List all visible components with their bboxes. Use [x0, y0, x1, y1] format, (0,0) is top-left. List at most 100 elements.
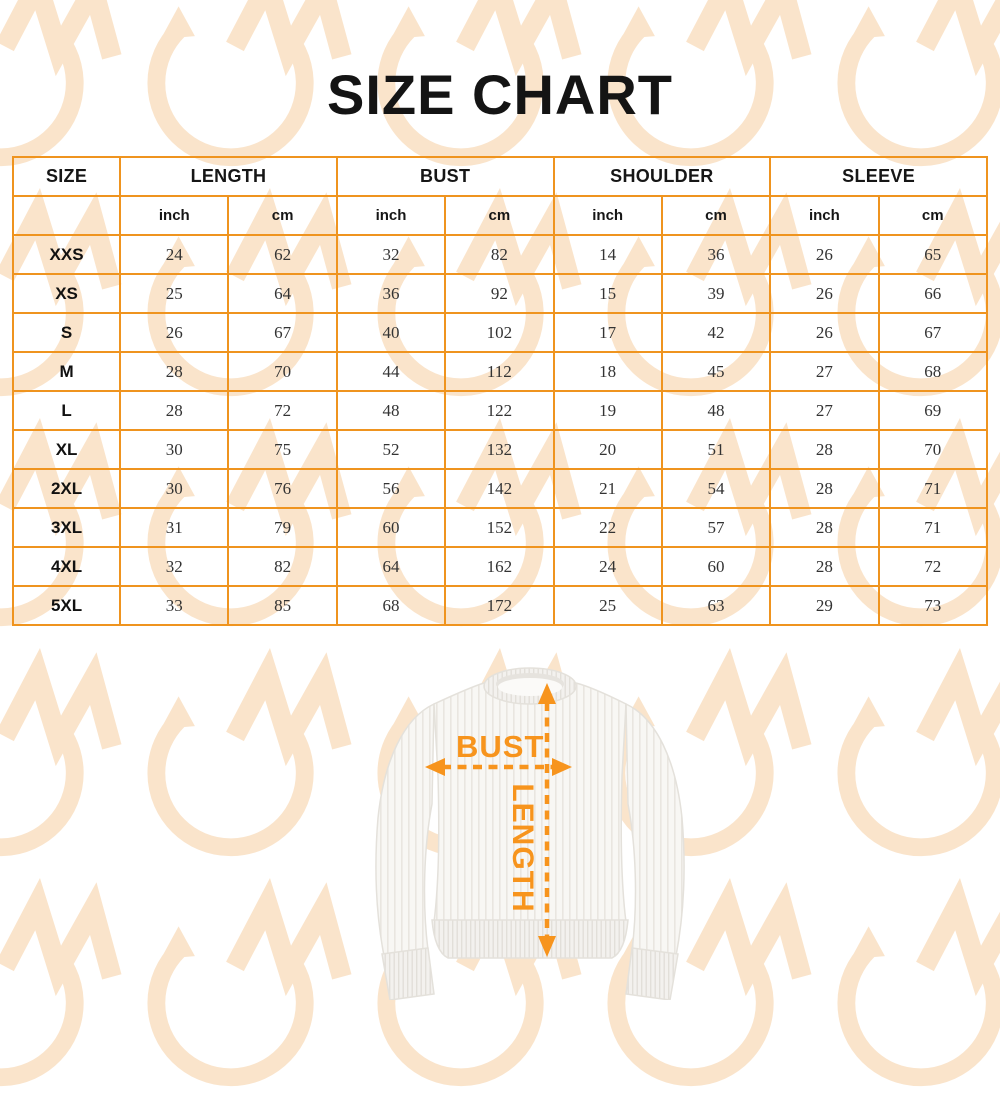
measurement-cell: 51: [660, 429, 772, 470]
measurement-cell: 172: [444, 585, 555, 626]
measurement-cell: 28: [769, 468, 880, 509]
measurement-cell: 39: [660, 273, 772, 314]
measurement-cell: 132: [444, 429, 555, 470]
logo-watermark-icon: [0, 878, 122, 1087]
size-label: XXS: [11, 234, 122, 275]
measurement-cell: 18: [552, 351, 663, 392]
measurement-cell: 92: [444, 273, 555, 314]
measurement-cell: 152: [444, 507, 555, 548]
measurement-cell: 71: [877, 507, 989, 548]
measurement-cell: 102: [444, 312, 555, 353]
measurement-cell: 67: [877, 312, 989, 353]
unit-header: cm: [227, 195, 338, 236]
left-cuff: [381, 947, 435, 1000]
hem-band: [431, 919, 629, 959]
measurement-cell: 17: [552, 312, 663, 353]
measurement-cell: 31: [119, 507, 230, 548]
measurement-cell: 71: [877, 468, 989, 509]
measurement-cell: 19: [552, 390, 663, 431]
measurement-cell: 32: [335, 234, 447, 275]
unit-header: inch: [119, 195, 230, 236]
watermark-logo-glyph: [0, 870, 140, 1100]
measurement-cell: 75: [227, 429, 338, 470]
measurement-cell: 44: [335, 351, 447, 392]
size-label: M: [11, 351, 122, 392]
watermark-logo-glyph: [830, 870, 1000, 1100]
table-row: 5XL 33 85 68 172 25 63 29 73: [11, 585, 989, 626]
table-row: S 26 67 40 102 17 42 26 67: [11, 312, 989, 353]
measurement-cell: 82: [227, 546, 338, 587]
measurement-cell: 64: [227, 273, 338, 314]
sleeves: [375, 702, 685, 1000]
measurement-cell: 67: [227, 312, 338, 353]
measurement-cell: 142: [444, 468, 555, 509]
table-row: 2XL 30 76 56 142 21 54 28 71: [11, 468, 989, 509]
measurement-cell: 48: [335, 390, 447, 431]
header-empty-cell: [11, 195, 122, 236]
measurement-cell: 24: [552, 546, 663, 587]
measurement-cell: 21: [552, 468, 663, 509]
measurement-cell: 20: [552, 429, 663, 470]
measurement-cell: 25: [119, 273, 230, 314]
measurement-cell: 14: [552, 234, 663, 275]
measurement-cell: 56: [335, 468, 447, 509]
measurement-cell: 73: [877, 585, 989, 626]
measurement-cell: 69: [877, 390, 989, 431]
size-label: XS: [11, 273, 122, 314]
measurement-cell: 122: [444, 390, 555, 431]
size-table-body: XXS 24 62 32 82 14 36 26 65 XS 25 64 36 92 15 39 26 66 S 26…: [11, 234, 989, 626]
measurement-cell: 52: [335, 429, 447, 470]
measurement-cell: 26: [769, 312, 880, 353]
unit-header: cm: [660, 195, 772, 236]
logo-watermark-icon: [0, 0, 122, 167]
size-label: 2XL: [11, 468, 122, 509]
logo-watermark-icon: [147, 878, 352, 1087]
measurement-cell: 63: [660, 585, 772, 626]
measurement-cell: 70: [877, 429, 989, 470]
measurement-cell: 27: [769, 390, 880, 431]
measurement-cell: 28: [119, 390, 230, 431]
measurement-cell: 112: [444, 351, 555, 392]
measurement-cell: 68: [335, 585, 447, 626]
header-unit-row: inch cm inch cm inch cm inch cm: [11, 195, 989, 236]
measurement-cell: 33: [119, 585, 230, 626]
right-cuff: [625, 947, 679, 1000]
logo-watermark-icon: [0, 648, 122, 857]
header-bust: BUST: [335, 156, 555, 197]
logo-watermark-icon: [837, 648, 1000, 857]
measurement-cell: 40: [335, 312, 447, 353]
measurement-cell: 36: [335, 273, 447, 314]
sweatshirt-diagram: BUST LENGTH: [368, 656, 692, 1000]
sweatshirt-image: [375, 667, 685, 1000]
collar: [483, 667, 577, 705]
length-arrow: [538, 683, 556, 957]
table-row: XXS 24 62 32 82 14 36 26 65: [11, 234, 989, 275]
measurement-cell: 27: [769, 351, 880, 392]
length-label: LENGTH: [506, 783, 539, 913]
measurement-cell: 42: [660, 312, 772, 353]
measurement-cell: 82: [444, 234, 555, 275]
unit-header: inch: [769, 195, 880, 236]
measurement-cell: 26: [769, 234, 880, 275]
measurement-cell: 29: [769, 585, 880, 626]
measurement-cell: 36: [660, 234, 772, 275]
measurement-cell: 28: [769, 507, 880, 548]
header-shoulder: SHOULDER: [552, 156, 772, 197]
measurement-cell: 68: [877, 351, 989, 392]
logo-watermark-icon: [147, 648, 352, 857]
watermark-logo-glyph: [830, 640, 1000, 870]
measurement-cell: 72: [227, 390, 338, 431]
watermark-logo-glyph: [140, 640, 370, 870]
measurement-cell: 54: [660, 468, 772, 509]
measurement-cell: 30: [119, 429, 230, 470]
measurement-cell: 45: [660, 351, 772, 392]
table-row: 4XL 32 82 64 162 24 60 28 72: [11, 546, 989, 587]
size-chart-table: SIZE LENGTH BUST SHOULDER SLEEVE inch cm…: [11, 156, 989, 626]
measurement-cell: 57: [660, 507, 772, 548]
measurement-cell: 60: [660, 546, 772, 587]
measurement-cell: 28: [769, 429, 880, 470]
measurement-cell: 64: [335, 546, 447, 587]
measurement-cell: 62: [227, 234, 338, 275]
unit-header: inch: [335, 195, 447, 236]
measurement-cell: 72: [877, 546, 989, 587]
